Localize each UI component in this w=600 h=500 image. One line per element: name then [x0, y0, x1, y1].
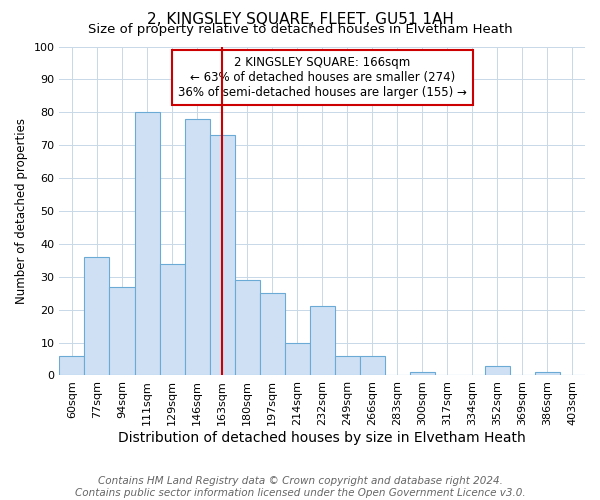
Bar: [410, 372, 435, 376]
Bar: [335, 356, 360, 376]
Bar: [134, 112, 160, 376]
Bar: [284, 342, 310, 376]
Bar: [235, 280, 260, 376]
Bar: [535, 372, 560, 376]
Text: Contains HM Land Registry data © Crown copyright and database right 2024.
Contai: Contains HM Land Registry data © Crown c…: [74, 476, 526, 498]
Bar: [185, 119, 209, 376]
Bar: [260, 293, 284, 376]
Text: 2, KINGSLEY SQUARE, FLEET, GU51 1AH: 2, KINGSLEY SQUARE, FLEET, GU51 1AH: [146, 12, 454, 28]
Bar: [360, 356, 385, 376]
Bar: [485, 366, 510, 376]
Text: Size of property relative to detached houses in Elvetham Heath: Size of property relative to detached ho…: [88, 22, 512, 36]
Text: 2 KINGSLEY SQUARE: 166sqm
← 63% of detached houses are smaller (274)
36% of semi: 2 KINGSLEY SQUARE: 166sqm ← 63% of detac…: [178, 56, 467, 100]
Bar: [209, 136, 235, 376]
X-axis label: Distribution of detached houses by size in Elvetham Heath: Distribution of detached houses by size …: [118, 431, 526, 445]
Y-axis label: Number of detached properties: Number of detached properties: [15, 118, 28, 304]
Bar: [310, 306, 335, 376]
Bar: [59, 356, 85, 376]
Bar: [160, 264, 185, 376]
Bar: [85, 257, 109, 376]
Bar: [109, 286, 134, 376]
